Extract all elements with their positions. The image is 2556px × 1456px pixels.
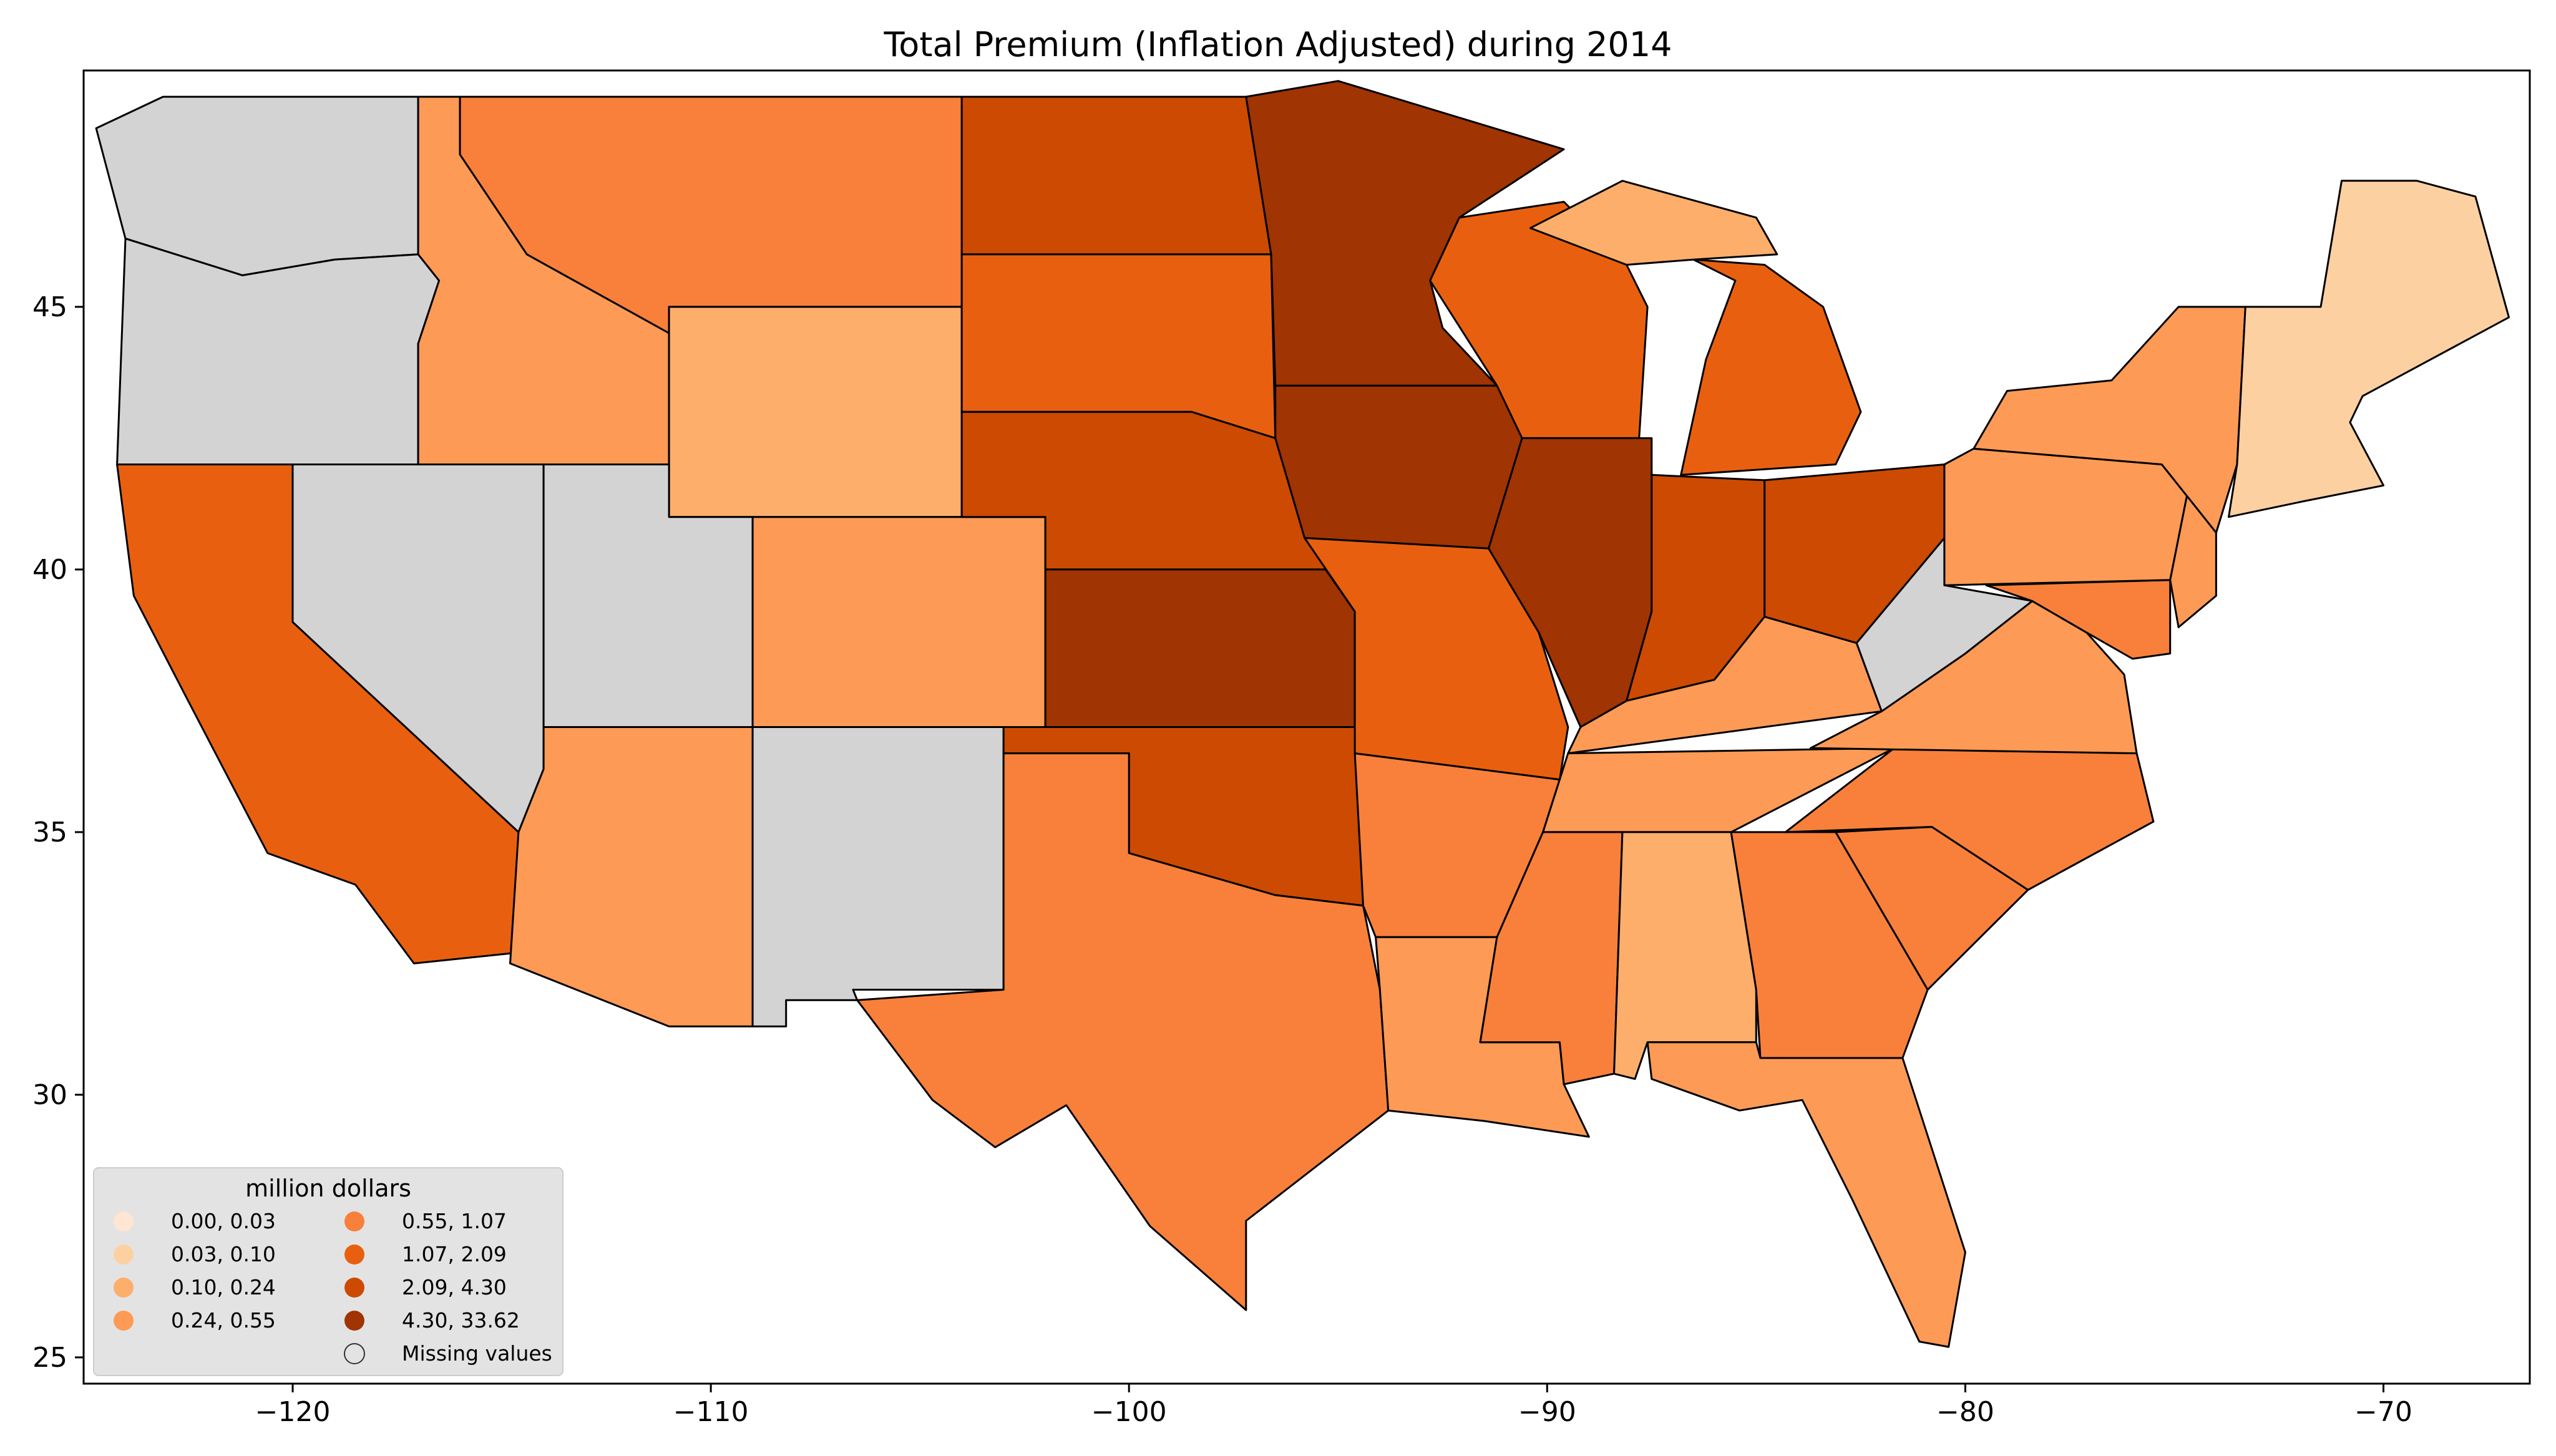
- x-axis: −120 −110 −100 −90 −80 −70: [255, 1384, 2412, 1428]
- x-tick-label: −110: [673, 1396, 749, 1428]
- chart-title: Total Premium (Inflation Adjusted) durin…: [884, 25, 1672, 64]
- legend-swatch: [344, 1278, 364, 1298]
- legend-label: Missing values: [402, 1341, 552, 1366]
- legend-swatch: [344, 1343, 365, 1364]
- x-tick-label: −90: [1518, 1396, 1576, 1428]
- y-tick-label: 35: [32, 817, 67, 848]
- y-tick-label: 30: [32, 1079, 67, 1111]
- legend-swatch: [344, 1211, 364, 1231]
- region-pa: [1943, 447, 2188, 586]
- x-tick-label: −70: [2354, 1396, 2412, 1428]
- plot-frame: [82, 69, 2531, 1385]
- region-nm: [751, 726, 1005, 1027]
- x-tick-label: −100: [1091, 1396, 1167, 1428]
- x-tick-label: −80: [1936, 1396, 1994, 1428]
- y-tick-label: 25: [32, 1342, 67, 1374]
- map-area: [82, 69, 2531, 1385]
- region-or: [116, 237, 441, 465]
- region-mi-up: [1529, 180, 1778, 266]
- legend-box: [93, 1167, 563, 1376]
- legend-swatch: [114, 1245, 134, 1264]
- legend-title: million dollars: [245, 1175, 411, 1202]
- legend-label: 0.03, 0.10: [171, 1242, 276, 1266]
- legend: million dollars 0.00, 0.03 0.03, 0.10 0.10…: [93, 1167, 563, 1376]
- legend-label: 2.09, 4.30: [402, 1275, 507, 1299]
- region-ms: [1479, 831, 1624, 1085]
- region-nj: [2169, 495, 2217, 628]
- state-regions: [95, 80, 2510, 1348]
- region-fl: [1646, 1041, 1966, 1348]
- region-co: [751, 516, 1046, 728]
- legend-swatch: [114, 1211, 134, 1231]
- y-axis: 25 30 35 40 45: [32, 291, 84, 1374]
- region-sd: [960, 253, 1277, 439]
- region-ks: [1044, 568, 1356, 728]
- legend-label: 0.10, 0.24: [171, 1275, 276, 1299]
- legend-label: 1.07, 2.09: [402, 1242, 507, 1266]
- region-tx: [856, 752, 1390, 1311]
- legend-label: 4.30, 33.62: [402, 1308, 520, 1332]
- legend-swatch: [344, 1245, 364, 1264]
- y-tick-label: 45: [32, 291, 67, 323]
- legend-swatch: [114, 1311, 134, 1331]
- region-nd: [960, 95, 1272, 256]
- legend-entries: 0.00, 0.03 0.03, 0.10 0.10, 0.24 0.24, 0.55…: [114, 1209, 552, 1366]
- region-wy: [668, 306, 963, 518]
- region-ne-us: [2228, 180, 2510, 518]
- legend-label: 0.24, 0.55: [171, 1308, 276, 1332]
- legend-label: 0.55, 1.07: [402, 1209, 507, 1233]
- region-mi: [1680, 258, 1862, 476]
- legend-swatch: [344, 1311, 364, 1331]
- y-tick-label: 40: [32, 554, 67, 586]
- legend-label: 0.00, 0.03: [171, 1209, 276, 1233]
- x-tick-label: −120: [255, 1396, 331, 1428]
- legend-swatch: [114, 1278, 134, 1298]
